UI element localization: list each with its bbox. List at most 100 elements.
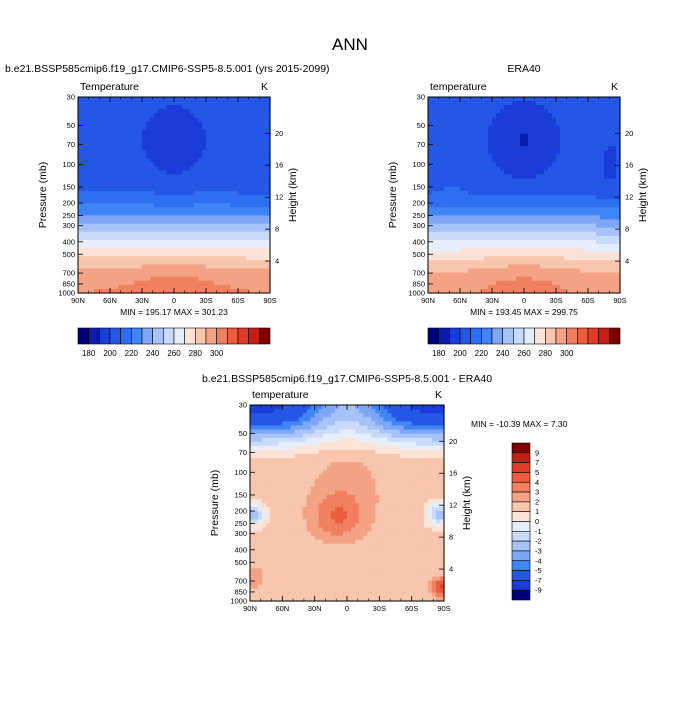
- contour-cell: [608, 248, 613, 253]
- contour-cell: [250, 117, 255, 122]
- contour-cell: [102, 211, 107, 216]
- contour-cell: [440, 195, 445, 200]
- contour-cell: [504, 199, 509, 204]
- contour-cell: [250, 211, 255, 216]
- contour-cell: [246, 109, 251, 114]
- contour-cell: [274, 405, 279, 410]
- contour-cell: [540, 244, 545, 249]
- contour-cell: [464, 240, 469, 245]
- contour-cell: [488, 171, 493, 176]
- contour-cell: [444, 142, 449, 147]
- contour-cell: [102, 130, 107, 135]
- contour-cell: [528, 130, 533, 135]
- contour-cell: [536, 171, 541, 176]
- contour-cell: [580, 166, 585, 171]
- contour-cell: [234, 240, 239, 245]
- contour-cell: [584, 195, 589, 200]
- contour-cell: [488, 236, 493, 241]
- stats-label: MIN = 193.45 MAX = 299.75: [470, 307, 578, 317]
- contour-cell: [572, 105, 577, 110]
- contour-cell: [596, 171, 601, 176]
- contour-cell: [150, 273, 155, 278]
- contour-cell: [258, 105, 263, 110]
- contour-cell: [496, 281, 501, 286]
- contour-cell: [520, 162, 525, 167]
- contour-cell: [126, 195, 131, 200]
- contour-cell: [568, 101, 573, 106]
- contour-cell: [532, 211, 537, 216]
- contour-cell: [94, 256, 99, 261]
- contour-cell: [600, 97, 605, 102]
- contour-cell: [226, 117, 231, 122]
- contour-cell: [206, 248, 211, 253]
- contour-cell: [500, 109, 505, 114]
- contour-cell: [576, 130, 581, 135]
- contour-cell: [154, 220, 159, 225]
- contour-cell: [524, 215, 529, 220]
- contour-cell: [162, 113, 167, 118]
- contour-cell: [82, 220, 87, 225]
- contour-cell: [536, 211, 541, 216]
- contour-cell: [82, 113, 87, 118]
- contour-cell: [178, 105, 183, 110]
- contour-cell: [178, 277, 183, 282]
- contour-cell: [484, 277, 489, 282]
- contour-cell: [198, 228, 203, 233]
- contour-cell: [158, 260, 163, 265]
- y-tick-label: 30: [417, 93, 425, 102]
- contour-cell: [596, 224, 601, 229]
- contour-cell: [484, 236, 489, 241]
- contour-cell: [544, 113, 549, 118]
- contour-cell: [114, 199, 119, 204]
- contour-cell: [130, 130, 135, 135]
- contour-cell: [214, 228, 219, 233]
- contour-cell: [158, 175, 163, 180]
- contour-cell: [484, 215, 489, 220]
- contour-cell: [548, 134, 553, 139]
- contour-cell: [564, 240, 569, 245]
- contour-cell: [126, 203, 131, 208]
- contour-cell: [258, 409, 263, 414]
- contour-cell: [222, 122, 227, 127]
- contour-cell: [242, 260, 247, 265]
- contour-cell: [496, 273, 501, 278]
- contour-cell: [250, 281, 255, 286]
- contour-cell: [472, 175, 477, 180]
- contour-cell: [190, 117, 195, 122]
- contour-cell: [106, 273, 111, 278]
- contour-cell: [568, 203, 573, 208]
- contour-cell: [552, 183, 557, 188]
- contour-cell: [596, 179, 601, 184]
- contour-cell: [254, 207, 259, 212]
- contour-cell: [367, 409, 372, 414]
- contour-cell: [154, 191, 159, 196]
- contour-cell: [532, 191, 537, 196]
- contour-cell: [258, 273, 263, 278]
- contour-cell: [254, 191, 259, 196]
- contour-cell: [552, 187, 557, 192]
- contour-cell: [130, 134, 135, 139]
- contour-cell: [222, 252, 227, 257]
- contour-cell: [480, 117, 485, 122]
- contour-cell: [122, 281, 127, 286]
- contour-cell: [476, 264, 481, 269]
- contour-cell: [118, 179, 123, 184]
- contour-cell: [210, 264, 215, 269]
- contour-cell: [206, 142, 211, 147]
- contour-cell: [500, 203, 505, 208]
- contour-cell: [468, 232, 473, 237]
- contour-cell: [122, 236, 127, 241]
- contour-cell: [484, 158, 489, 163]
- contour-cell: [464, 130, 469, 135]
- contour-cell: [146, 211, 151, 216]
- contour-cell: [560, 252, 565, 257]
- contour-cell: [488, 273, 493, 278]
- contour-cell: [608, 134, 613, 139]
- contour-cell: [114, 101, 119, 106]
- contour-cell: [202, 256, 207, 261]
- contour-cell: [612, 252, 617, 257]
- contour-cell: [102, 122, 107, 127]
- contour-cell: [250, 179, 255, 184]
- contour-cell: [194, 105, 199, 110]
- colorbar-swatch: [535, 328, 546, 344]
